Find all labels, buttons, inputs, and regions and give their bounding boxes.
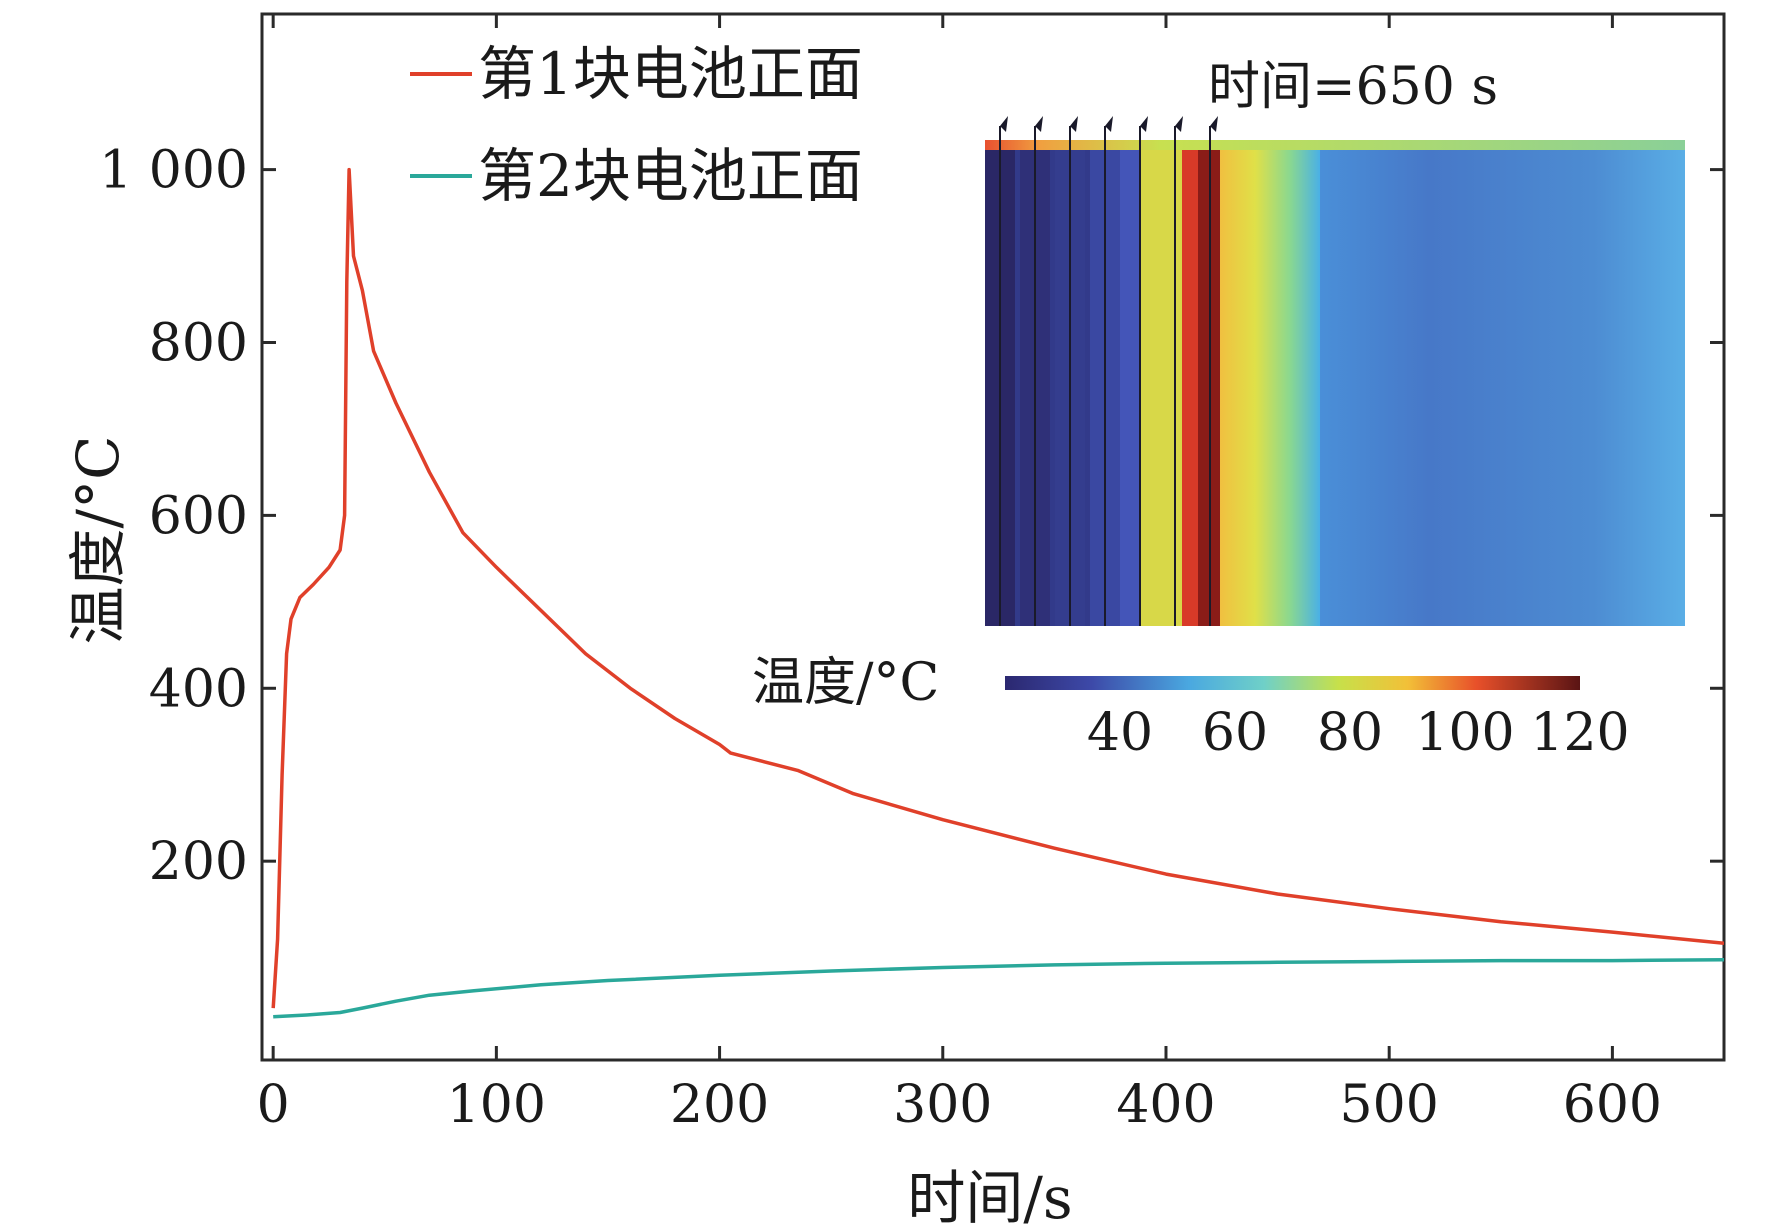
y-tick-label: 400: [149, 659, 248, 719]
colorbar-tick-label: 120: [1530, 703, 1629, 763]
colorbar: [1005, 676, 1580, 690]
inset-thermal-image: 时间=650 s: [752, 57, 1685, 763]
colorbar-tick-label: 60: [1202, 703, 1268, 763]
inset-plate-5: [1120, 150, 1140, 626]
x-tick-label: 300: [893, 1075, 992, 1135]
x-tick-label: 500: [1340, 1075, 1439, 1135]
series-line-battery-1: [271, 167, 1724, 1009]
inset-cool-region: [1320, 150, 1685, 626]
x-tick-label: 400: [1116, 1075, 1215, 1135]
colorbar-ticks: 40 60 80 100 120: [1087, 703, 1630, 763]
y-tick-label: 800: [149, 313, 248, 373]
colorbar-tick-label: 80: [1317, 703, 1383, 763]
y-tick-label: 200: [149, 832, 248, 892]
x-tick-label: 100: [447, 1075, 546, 1135]
x-axis-title: 时间/s: [907, 1164, 1072, 1228]
colorbar-label: 温度/°C: [752, 653, 939, 713]
x-tick-label: 0: [257, 1075, 290, 1135]
inset-title: 时间=650 s: [1208, 57, 1498, 117]
plot-frame: [260, 12, 1726, 1062]
inset-hot-orange: [1182, 150, 1198, 626]
inset-plate-tabs: [1000, 116, 1218, 132]
series-line-battery-2: [273, 957, 1724, 1019]
y-axis-ticks: 200 400 600 800 1 000: [99, 141, 1724, 892]
y-tick-label: 600: [149, 486, 248, 546]
colorbar-tick-label: 40: [1087, 703, 1153, 763]
y-tick-label: 1 000: [99, 141, 248, 201]
inset-heat-spread: [1220, 150, 1320, 626]
y-axis-title: 温度/°C: [64, 436, 132, 645]
x-axis-ticks: 0 100 200 300 400 500 600: [257, 14, 1662, 1135]
legend-label-battery-2: 第2块电池正面: [478, 142, 863, 210]
legend-label-battery-1: 第1块电池正面: [478, 40, 863, 108]
x-tick-label: 600: [1563, 1075, 1662, 1135]
legend: 第1块电池正面 第2块电池正面: [410, 40, 863, 210]
inset-plate-edges: [999, 126, 1211, 626]
x-tick-label: 200: [670, 1075, 769, 1135]
colorbar-tick-label: 100: [1415, 703, 1514, 763]
